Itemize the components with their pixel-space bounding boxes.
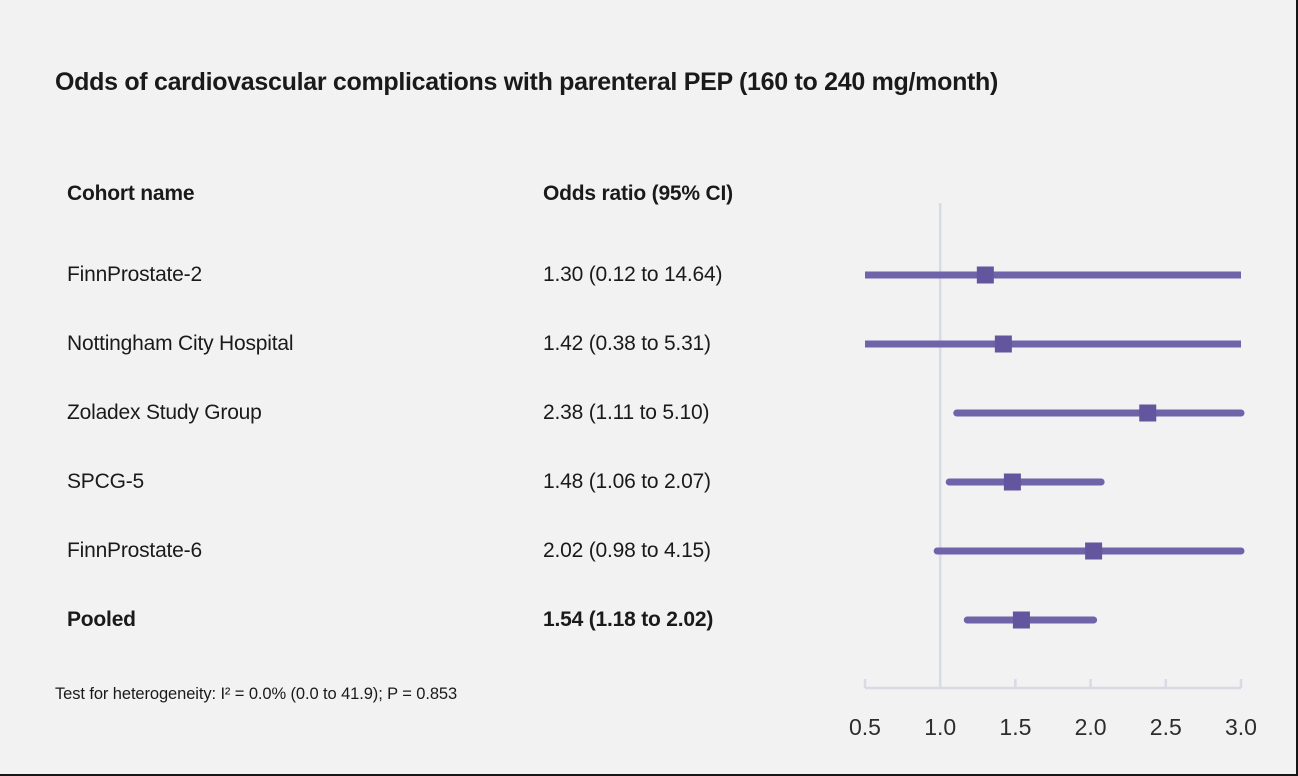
x-axis-tick-label: 1.0	[924, 714, 956, 740]
x-axis-tick-label: 2.0	[1075, 714, 1107, 740]
odds-ratio-marker	[1085, 542, 1103, 560]
odds-ratio-column-header: Odds ratio (95% CI)	[543, 182, 733, 205]
odds-ratio-marker	[1012, 611, 1030, 629]
x-axis-tick-label: 2.5	[1150, 714, 1182, 740]
odds-ratio-text: 1.48 (1.06 to 2.07)	[543, 470, 711, 493]
page-title: Odds of cardiovascular complications wit…	[55, 68, 999, 96]
odds-ratio-marker	[1139, 404, 1157, 422]
odds-ratio-text: 2.02 (0.98 to 4.15)	[543, 539, 711, 562]
cohort-label: FinnProstate-2	[67, 263, 202, 286]
cohort-column-header: Cohort name	[67, 182, 195, 205]
odds-ratio-text: 2.38 (1.11 to 5.10)	[543, 401, 710, 424]
odds-ratio-text: 1.42 (0.38 to 5.31)	[543, 332, 711, 355]
cohort-label: Zoladex Study Group	[67, 401, 262, 424]
odds-ratio-marker	[994, 335, 1012, 353]
cohort-label: FinnProstate-6	[67, 539, 202, 562]
odds-ratio-text: 1.54 (1.18 to 2.02)	[543, 608, 714, 631]
x-axis-tick-label: 1.5	[999, 714, 1031, 740]
heterogeneity-footnote: Test for heterogeneity: I² = 0.0% (0.0 t…	[55, 685, 458, 703]
odds-ratio-marker	[1003, 473, 1021, 491]
x-axis-tick-label: 3.0	[1225, 714, 1257, 740]
cohort-label: SPCG-5	[67, 470, 144, 493]
x-axis-tick-label: 0.5	[849, 714, 881, 740]
odds-ratio-text: 1.30 (0.12 to 14.64)	[543, 263, 723, 286]
cohort-label: Nottingham City Hospital	[67, 332, 294, 355]
odds-ratio-marker	[976, 266, 994, 284]
cohort-label: Pooled	[67, 608, 136, 631]
